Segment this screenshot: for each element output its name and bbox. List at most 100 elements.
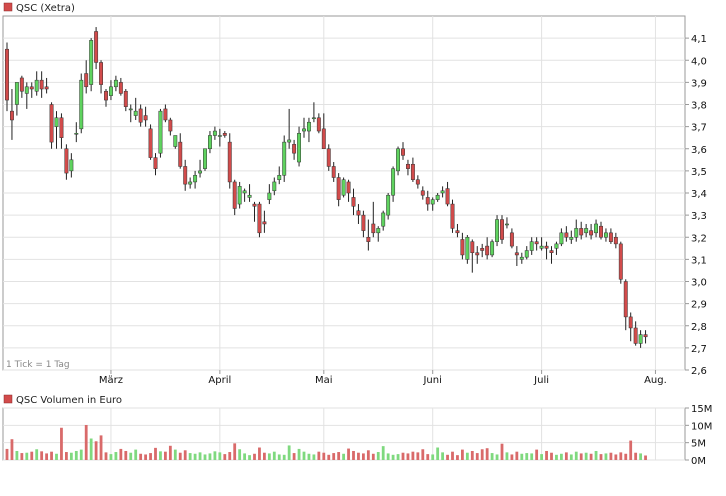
candle [450,199,455,233]
volume-bar [500,443,504,460]
volume-bar [154,447,157,460]
volume-bar [540,454,543,460]
price-y-tick-label: 3,0 [691,278,707,289]
candle [24,82,29,109]
candle-body-down [29,86,34,90]
candle [54,111,59,149]
volume-bar [386,453,390,460]
volume-bar [485,448,489,460]
volume-bar [411,451,415,460]
candle [267,184,272,205]
volume-bar [456,455,459,460]
candle [287,108,292,149]
candle-body-up [465,237,470,260]
volume-bar [287,445,291,460]
volume-bar [50,451,53,460]
candle [158,108,163,158]
candle-body-up [584,228,589,234]
volume-bar [258,447,261,460]
candle [128,104,133,123]
candle [410,157,415,182]
candle [594,219,598,238]
candle [574,219,579,242]
volume-bar [272,451,276,460]
candle-body-up [173,135,178,147]
volume-bar [168,445,172,460]
candle [549,246,554,264]
candle [485,237,490,260]
candle-body-down [262,221,267,225]
candle [495,215,500,247]
volume-bar [218,452,222,460]
candle [569,230,574,244]
volume-bar [79,449,83,460]
candle-body-down [475,252,480,256]
candle-body-down [346,181,351,194]
volume-bar [584,452,588,460]
candle-body-up [297,133,302,163]
volume-bar [624,453,628,460]
candle-body-up [574,228,579,238]
candle-body-down [406,163,410,169]
volume-bar [233,443,237,460]
candle-body-down [39,79,44,90]
candle-body-up [109,86,113,96]
volume-bar [505,452,509,460]
candle [138,104,143,127]
price-y-tick-label: 2,7 [691,344,707,355]
volume-bar [228,452,232,460]
candle-body-down [415,179,420,185]
volume-bar [381,446,385,460]
candle-body-down [163,108,168,121]
candle-body-up [381,212,386,227]
candle [34,71,39,96]
candle-body-up [559,232,564,245]
volume-bar [401,452,405,460]
volume-bar [490,453,494,460]
candle [544,241,549,260]
candle [480,243,485,258]
volume-bar [277,454,281,460]
candle-body-up [247,194,252,198]
candle [173,135,178,149]
candle-body-down [316,117,321,132]
candle-body-down [49,104,54,143]
volume-bar [114,452,118,460]
candle [49,102,54,149]
candle-body-down [99,62,103,85]
volume-bar [297,448,301,460]
candle-body-up [440,190,445,194]
candle-body-up [391,168,396,196]
candle [208,131,212,154]
candle-body-down [321,128,326,149]
candle-body-down [599,225,603,238]
candle [109,80,113,101]
candle [539,237,544,251]
volume-y-tick-label: 0M [691,456,706,467]
candle-body-up [242,190,247,194]
volume-bar [520,453,524,460]
volume-bar [119,448,123,460]
volume-legend-swatch [3,394,13,404]
candle [415,175,420,189]
candle [153,153,158,176]
volume-bar [263,452,266,460]
candle [465,235,470,264]
candle-body-down [331,166,336,178]
candle [307,117,311,143]
candle [381,210,386,231]
candle [519,252,524,264]
volume-y-axis: 15M 10M 5M 0M [685,404,712,467]
candle [69,153,74,178]
price-x-tick-label: Juni [422,375,441,386]
candle-body-up [198,170,203,174]
candle [396,146,401,176]
candle [257,201,262,238]
candle [316,113,321,134]
candle [633,321,638,346]
candle-body-up [287,139,292,143]
volume-bar [282,454,286,460]
candle-body-down [64,148,69,174]
candle-body-up [133,110,138,116]
candle [14,82,19,116]
